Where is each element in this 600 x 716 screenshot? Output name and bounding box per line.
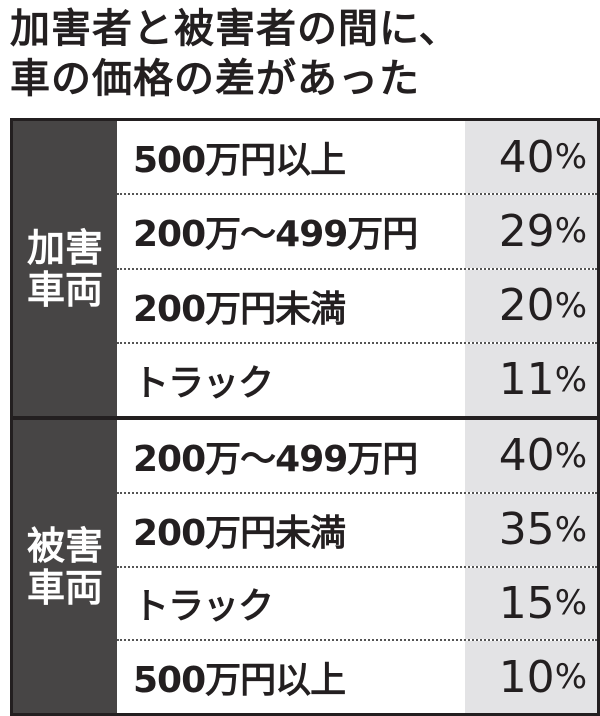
table-row: 500万円以上 10%	[117, 639, 597, 713]
category-cell: 200万円未満	[133, 512, 346, 554]
chart-title: 加害者と被害者の間に、 車の価格の差があった	[10, 4, 460, 104]
group-label: 加害車両	[13, 121, 117, 416]
table-row: 200万円未満 20%	[117, 267, 597, 342]
title-line-1: 加害者と被害者の間に、	[10, 6, 460, 52]
category-cell: 500万円以上	[133, 140, 346, 182]
value-cell: 15%	[465, 567, 597, 640]
group-label: 被害車両	[13, 420, 117, 713]
value-cell: 29%	[465, 195, 597, 268]
data-table: 加害車両 500万円以上 40% 200万～499万円 29% 200万円未満 20%…	[10, 118, 600, 716]
table-row: 200万～499万円 40%	[117, 420, 597, 492]
group-victim-vehicles: 被害車両 200万～499万円 40% 200万円未満 35% トラック 15% 50…	[13, 420, 597, 713]
title-line-2: 車の価格の差があった	[10, 56, 420, 102]
value-cell: 40%	[465, 121, 597, 194]
value-cell: 40%	[465, 420, 597, 492]
category-cell: 200万～499万円	[133, 214, 418, 256]
category-cell: トラック	[133, 362, 274, 404]
table-row: トラック 15%	[117, 565, 597, 640]
table-row: トラック 11%	[117, 341, 597, 416]
value-cell: 10%	[465, 641, 597, 713]
category-cell: 200万～499万円	[133, 438, 418, 480]
table-row: 200万～499万円 29%	[117, 193, 597, 268]
value-cell: 35%	[465, 493, 597, 566]
table-row: 200万円未満 35%	[117, 491, 597, 566]
value-cell: 20%	[465, 269, 597, 342]
value-cell: 11%	[465, 343, 597, 416]
table-row: 500万円以上 40%	[117, 121, 597, 194]
category-cell: 500万円以上	[133, 660, 346, 702]
category-cell: 200万円未満	[133, 288, 346, 330]
category-cell: トラック	[133, 586, 274, 628]
group-offending-vehicles: 加害車両 500万円以上 40% 200万～499万円 29% 200万円未満 20%…	[13, 121, 597, 416]
